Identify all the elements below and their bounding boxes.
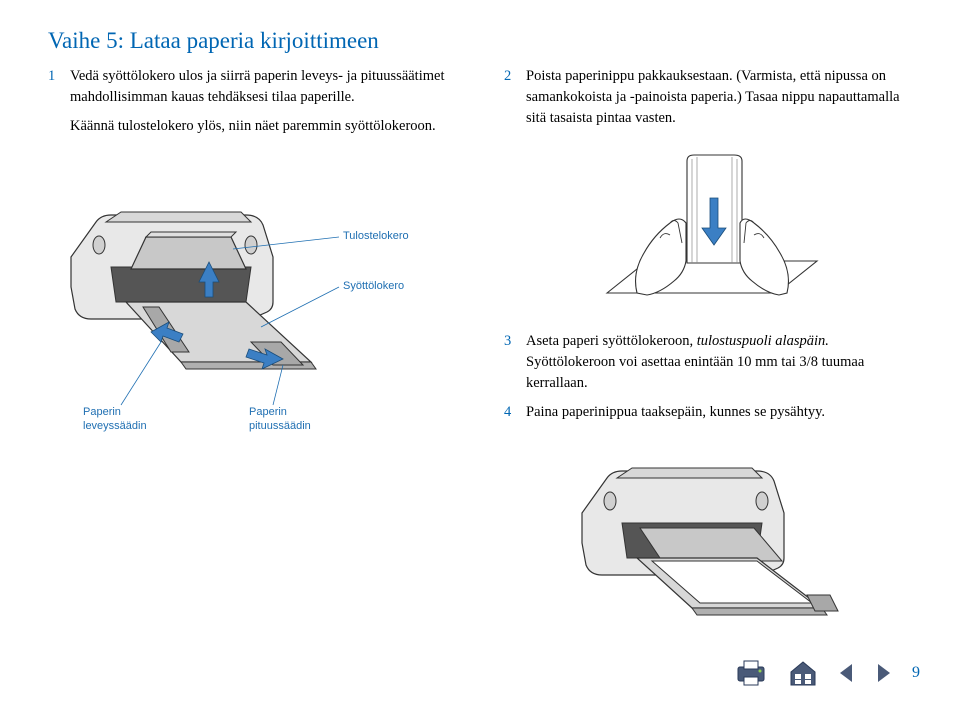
step-3: 3 Aseta paperi syöttölokeroon, tulostusp… [504, 331, 920, 394]
page-number: 9 [912, 664, 920, 682]
step-2: 2 Poista paperinippu pakkauksestaan. (Va… [504, 66, 920, 129]
label-tulostelokero: Tulostelokero [343, 230, 409, 242]
left-hand-icon [636, 219, 686, 295]
step-3-text-a: Aseta paperi syöttölokeroon, [526, 333, 697, 349]
step-1-number: 1 [48, 66, 60, 108]
right-column: 2 Poista paperinippu pakkauksestaan. (Va… [504, 66, 920, 623]
step-4-number: 4 [504, 402, 516, 423]
content-columns: 1 Vedä syöttölokero ulos ja siirrä paper… [48, 66, 920, 623]
printer-body-icon [71, 212, 316, 369]
step-4-text: Paina paperinippua taaksepäin, kunnes se… [526, 402, 920, 423]
step-4: 4 Paina paperinippua taaksepäin, kunnes … [504, 402, 920, 423]
printer-icon[interactable] [736, 659, 770, 687]
printer-loaded-icon [582, 468, 838, 615]
step-3-body: Aseta paperi syöttölokeroon, tulostuspuo… [526, 331, 920, 394]
step-1: 1 Vedä syöttölokero ulos ja siirrä paper… [48, 66, 464, 108]
label-paperin-leveys-1: Paperin [83, 406, 121, 418]
nav-prev-icon[interactable] [836, 661, 856, 685]
left-column: 1 Vedä syöttölokero ulos ja siirrä paper… [48, 66, 464, 623]
home-icon[interactable] [788, 659, 818, 687]
right-hand-icon [740, 219, 788, 295]
label-paperin-leveys-2: leveyssäädin [83, 420, 147, 432]
step-3-number: 3 [504, 331, 516, 394]
label-paperin-pituus-1: Paperin [249, 406, 287, 418]
label-syottolokero: Syöttölokero [343, 280, 404, 292]
step-3-text-c: Syöttölokeroon voi asettaa enintään 10 m… [526, 354, 864, 391]
step-1-text-b: Käännä tulostelokero ylös, niin näet par… [70, 116, 464, 137]
hands-paper-illustration [504, 143, 920, 313]
step-2-number: 2 [504, 66, 516, 129]
step-1-body: Vedä syöttölokero ulos ja siirrä paperin… [70, 66, 464, 108]
printer-tray-illustration: Tulostelokero Syöttölokero Paperin pituu… [48, 167, 464, 447]
footer-nav: 9 [736, 659, 920, 687]
step-1-text-a: Vedä syöttölokero ulos ja siirrä paperin… [70, 66, 464, 108]
label-paperin-pituus-2: pituussäädin [249, 420, 311, 432]
step-2-text: Poista paperinippu pakkauksestaan. (Varm… [526, 66, 920, 129]
printer-loaded-illustration [504, 433, 920, 623]
step-3-text-b: tulostuspuoli alaspäin. [697, 333, 829, 349]
page-title: Vaihe 5: Lataa paperia kirjoittimeen [48, 28, 920, 54]
nav-next-icon[interactable] [874, 661, 894, 685]
